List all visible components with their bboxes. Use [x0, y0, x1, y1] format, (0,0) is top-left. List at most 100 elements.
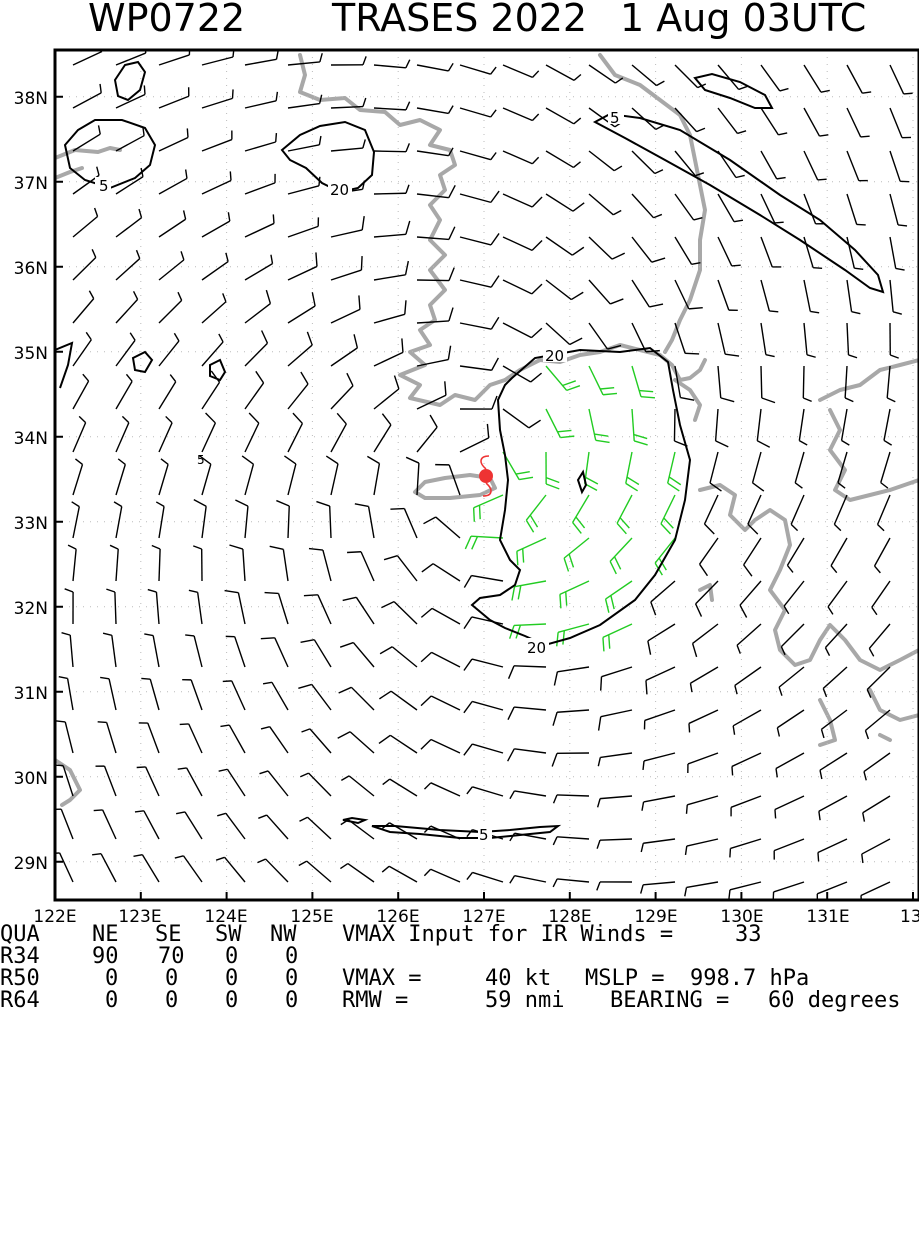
- wind-barb: [718, 323, 739, 356]
- wind-barb: [225, 591, 245, 624]
- wind-barb: [560, 581, 589, 608]
- wind-barb: [288, 332, 312, 366]
- coast-kyushu-south: [820, 690, 919, 745]
- cell-se: 0: [165, 968, 178, 990]
- wind-barb: [331, 334, 357, 366]
- wind-barb: [744, 538, 761, 576]
- wind-barb: [589, 280, 623, 304]
- wind-barb: [288, 177, 320, 194]
- wind-barb: [661, 495, 675, 534]
- lat-tick-label: 36N: [14, 259, 48, 279]
- contour-label: 5: [99, 177, 109, 195]
- lat-tick-label: 37N: [14, 174, 48, 194]
- wind-barb: [828, 581, 847, 614]
- wind-barb: [159, 459, 168, 495]
- wind-barb: [716, 409, 729, 447]
- wind-barb: [842, 409, 850, 445]
- wind-barb: [417, 185, 455, 197]
- wind-barb: [202, 413, 215, 452]
- wind-barb: [460, 233, 499, 244]
- wind-barb: [688, 753, 718, 773]
- wind-barb: [546, 280, 583, 300]
- wind-barb: [159, 416, 172, 452]
- wind-barb: [878, 495, 890, 531]
- wind-barb: [503, 65, 539, 77]
- wind-barb: [503, 151, 539, 164]
- wind-barb: [62, 633, 73, 667]
- wind-barb: [301, 640, 331, 667]
- wind-barb: [845, 366, 853, 402]
- wind-barb: [304, 595, 331, 624]
- wind-barb: [341, 776, 374, 796]
- wind-barb: [340, 643, 374, 667]
- wind-barb: [331, 413, 346, 452]
- coast-china-east: [55, 760, 80, 805]
- wind-barb: [339, 687, 374, 710]
- wind-barb: [73, 332, 91, 366]
- wind-barb: [424, 869, 460, 882]
- wind-barb: [546, 194, 584, 211]
- wind-barb: [508, 749, 546, 761]
- coast-kyushu-north: [820, 360, 919, 500]
- wind-barb: [180, 724, 202, 753]
- wind-barb: [299, 861, 331, 882]
- wind-barb: [890, 323, 899, 358]
- wind-barb: [546, 323, 582, 345]
- lat-tick-label: 38N: [14, 89, 48, 109]
- contour-small-w3: [55, 343, 72, 388]
- wind-barb: [460, 191, 499, 202]
- contour-label: 5: [610, 109, 620, 127]
- wind-barb: [73, 249, 96, 280]
- wind-barb: [288, 217, 318, 237]
- datetime: 1 Aug 03UTC: [620, 0, 866, 40]
- wind-barb: [862, 839, 890, 863]
- wind-barb: [56, 721, 73, 753]
- wind-barb: [159, 87, 189, 108]
- wind-barb: [116, 416, 129, 452]
- wind-barb: [598, 796, 632, 807]
- wind-barb: [554, 667, 589, 685]
- wind-barb: [757, 409, 769, 447]
- wind-barb: [309, 549, 331, 581]
- wind-barb: [546, 366, 580, 390]
- wind-barb: [417, 106, 453, 114]
- wind-barb: [245, 50, 278, 65]
- contour-label-group: 5 5 20 5 20 20 5: [95, 108, 624, 844]
- title-bar: WP0722 TRASES 2022 1 Aug 03UTC: [0, 0, 919, 48]
- wind-barb: [675, 194, 702, 220]
- wind-barb: [718, 237, 741, 266]
- wind-barb: [597, 882, 632, 890]
- wind-barb: [617, 495, 632, 534]
- wind-barb: [380, 647, 417, 667]
- wind-barb: [202, 131, 232, 151]
- wind-barb: [632, 151, 663, 173]
- wind-barb: [98, 722, 116, 753]
- wind-barb: [217, 813, 245, 839]
- wind-barb: [288, 413, 302, 452]
- contour-label: 20: [545, 347, 564, 365]
- wind-barb: [668, 452, 681, 491]
- wind-barb: [73, 291, 94, 323]
- wind-barb: [510, 791, 546, 799]
- wind-barb: [245, 413, 259, 452]
- wind-barb: [460, 108, 496, 117]
- contour-label: 5: [479, 826, 489, 844]
- wind-barb: [245, 330, 267, 366]
- wind-barb: [288, 136, 321, 151]
- wind-barb: [460, 358, 498, 370]
- wind-barb: [159, 128, 188, 151]
- wind-barb: [718, 280, 738, 310]
- wind-barb: [847, 108, 870, 137]
- wind-barb: [159, 375, 176, 409]
- wind-barb: [116, 250, 140, 280]
- wind-barb: [803, 366, 811, 401]
- wind-barb: [216, 857, 245, 882]
- storm-name-year: TRASES 2022: [332, 0, 587, 40]
- vmax-value: 40 kt: [485, 968, 551, 990]
- wind-barb: [589, 151, 622, 171]
- wind-barb: [503, 323, 542, 338]
- wind-barb: [804, 194, 825, 224]
- wind-barb: [460, 151, 496, 160]
- wind-barb: [700, 538, 718, 576]
- wind-barb: [100, 677, 116, 710]
